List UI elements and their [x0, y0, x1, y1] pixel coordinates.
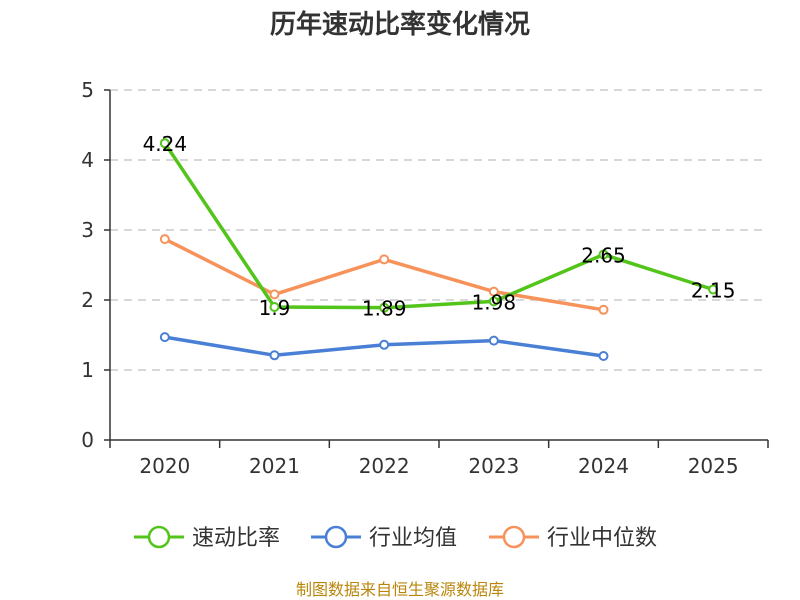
data-point	[379, 254, 390, 265]
data-point	[159, 138, 170, 149]
legend-marker	[147, 525, 171, 549]
y-tick-label: 2	[81, 288, 94, 312]
source-note: 制图数据来自恒生聚源数据库	[296, 580, 504, 599]
data-point	[488, 296, 499, 307]
data-label: 1.89	[362, 297, 407, 321]
data-point	[159, 332, 170, 343]
x-tick-label: 2020	[139, 454, 190, 478]
data-point	[379, 339, 390, 350]
x-tick-label: 2022	[359, 454, 410, 478]
legend: 速动比率 行业均值 行业中位数	[134, 525, 657, 551]
axes: 0 1 2 3 4 5 2020 2021 2022 2023 2024 2025	[81, 78, 769, 478]
data-point	[598, 351, 609, 361]
grid-lines	[110, 89, 768, 371]
data-point	[269, 350, 280, 361]
legend-marker	[502, 525, 526, 549]
data-label: 2.15	[691, 279, 736, 303]
x-tick-label: 2025	[688, 454, 739, 478]
y-tick-label: 4	[81, 148, 94, 172]
data-point	[379, 302, 390, 313]
x-tick-label: 2023	[468, 454, 519, 478]
y-tick-label: 0	[81, 428, 94, 452]
data-point	[159, 234, 170, 245]
data-label: 1.98	[472, 290, 517, 314]
y-tick-label: 5	[81, 78, 94, 102]
legend-label: 速动比率	[192, 526, 280, 551]
x-tick-label: 2021	[249, 454, 300, 478]
data-point	[488, 286, 499, 297]
legend-marker	[324, 525, 348, 549]
series-line-0	[163, 142, 714, 310]
data-labels: 4.24 1.9 1.89 1.98 2.65 2.15	[143, 132, 736, 321]
chart-title: 历年速动比率变化情况	[270, 9, 530, 40]
data-label: 4.24	[143, 132, 188, 156]
x-tick-label: 2024	[578, 454, 629, 478]
y-tick-label: 3	[81, 218, 94, 242]
data-point	[269, 302, 280, 312]
legend-label: 行业中位数	[547, 526, 657, 551]
data-label: 1.9	[259, 296, 291, 320]
data-point	[708, 284, 719, 295]
data-label: 2.65	[581, 244, 626, 268]
data-point	[269, 289, 280, 300]
data-point	[488, 335, 499, 346]
data-point	[598, 249, 609, 260]
y-tick-label: 1	[81, 358, 94, 382]
legend-label: 行业均值	[369, 526, 457, 551]
series-layer	[159, 138, 719, 361]
data-point	[598, 304, 609, 315]
